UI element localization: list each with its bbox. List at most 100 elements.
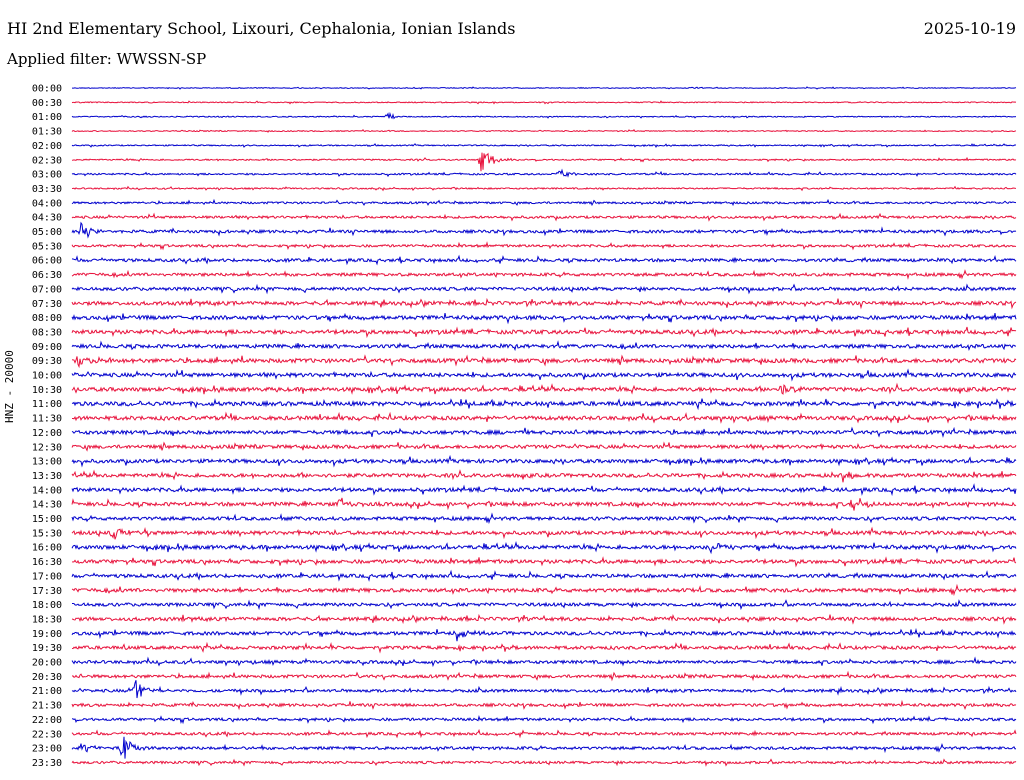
row-time-label: 11:30 <box>32 414 62 425</box>
trace-line-1730 <box>71 583 1017 597</box>
trace-line-0300 <box>71 168 1017 178</box>
row-time-label: 14:00 <box>32 485 62 496</box>
row-time-label: 17:30 <box>32 586 62 597</box>
row-time-label: 08:30 <box>32 327 62 338</box>
row-time-label: 16:00 <box>32 543 62 554</box>
row-time-label: 06:30 <box>32 270 62 281</box>
row-time-label: 07:00 <box>32 284 62 295</box>
trace-line-1700 <box>71 569 1017 582</box>
page-title: HI 2nd Elementary School, Lixouri, Cepha… <box>7 19 516 38</box>
row-time-label: 00:30 <box>32 98 62 109</box>
trace-line-0130 <box>71 128 1017 134</box>
row-time-label: 20:00 <box>32 658 62 669</box>
trace-line-1800 <box>71 599 1017 611</box>
trace-line-0330 <box>71 185 1017 192</box>
row-time-label: 22:30 <box>32 729 62 740</box>
trace-line-0430 <box>71 212 1017 222</box>
trace-line-1500 <box>71 512 1017 525</box>
trace-line-0830 <box>71 326 1017 339</box>
trace-line-1100 <box>71 398 1017 411</box>
trace-line-0030 <box>71 100 1017 105</box>
trace-line-1830 <box>71 613 1017 625</box>
trace-line-1600 <box>71 540 1017 555</box>
row-time-label: 03:00 <box>32 170 62 181</box>
row-time-label: 23:30 <box>32 758 62 769</box>
row-time-label: 09:30 <box>32 356 62 367</box>
row-time-label: 01:00 <box>32 112 62 123</box>
trace-line-0230 <box>71 152 1017 172</box>
trace-line-1400 <box>71 483 1017 497</box>
row-time-label: 09:00 <box>32 342 62 353</box>
row-time-label: 10:30 <box>32 385 62 396</box>
row-time-label: 06:00 <box>32 256 62 267</box>
trace-line-0600 <box>71 254 1017 266</box>
row-time-label: 13:30 <box>32 471 62 482</box>
row-time-label: 07:30 <box>32 299 62 310</box>
row-time-label: 05:30 <box>32 241 62 252</box>
trace-line-1630 <box>71 556 1017 568</box>
row-time-label: 12:30 <box>32 442 62 453</box>
trace-line-2300 <box>71 736 1017 759</box>
row-time-label: 15:00 <box>32 514 62 525</box>
row-time-label: 03:30 <box>32 184 62 195</box>
row-time-label: 15:30 <box>32 528 62 539</box>
trace-line-0700 <box>71 283 1017 295</box>
row-time-label: 08:00 <box>32 313 62 324</box>
row-time-label: 18:30 <box>32 614 62 625</box>
trace-line-0000 <box>71 86 1017 90</box>
row-time-label: 01:30 <box>32 127 62 138</box>
row-time-label: 21:30 <box>32 701 62 712</box>
row-time-label: 19:30 <box>32 643 62 654</box>
trace-line-1130 <box>71 411 1017 424</box>
trace-line-0200 <box>71 143 1017 148</box>
trace-line-1900 <box>71 627 1017 642</box>
row-time-label: 20:30 <box>32 672 62 683</box>
trace-line-1200 <box>71 426 1017 438</box>
trace-line-1930 <box>71 641 1017 654</box>
row-time-label: 19:00 <box>32 629 62 640</box>
trace-line-2330 <box>71 758 1017 767</box>
row-time-label: 04:30 <box>32 213 62 224</box>
trace-line-0530 <box>71 241 1017 251</box>
trace-line-0400 <box>71 198 1017 207</box>
trace-line-1300 <box>71 454 1017 468</box>
trace-line-2130 <box>71 699 1017 711</box>
filter-label: Applied filter: WWSSN-SP <box>7 50 207 68</box>
row-time-label: 12:00 <box>32 428 62 439</box>
row-time-label: 21:00 <box>32 686 62 697</box>
row-time-label: 18:00 <box>32 600 62 611</box>
trace-line-0500 <box>71 221 1017 239</box>
row-time-label: 05:00 <box>32 227 62 238</box>
row-time-label: 00:00 <box>32 84 62 95</box>
trace-line-2030 <box>71 670 1017 682</box>
row-time-label: 02:00 <box>32 141 62 152</box>
trace-line-1530 <box>71 526 1017 540</box>
row-time-label: 22:00 <box>32 715 62 726</box>
trace-line-0630 <box>71 269 1017 280</box>
row-time-label: 04:00 <box>32 198 62 209</box>
trace-line-0930 <box>71 354 1017 369</box>
trace-line-1000 <box>71 368 1017 382</box>
trace-line-2200 <box>71 715 1017 725</box>
row-time-label: 23:00 <box>32 744 62 755</box>
trace-line-2000 <box>71 656 1017 668</box>
row-time-label: 16:30 <box>32 557 62 568</box>
row-time-label: 10:00 <box>32 371 62 382</box>
row-time-label: 02:30 <box>32 155 62 166</box>
row-time-label: 11:00 <box>32 399 62 410</box>
trace-line-1430 <box>71 497 1017 511</box>
trace-line-0900 <box>71 340 1017 352</box>
row-time-label: 14:30 <box>32 500 62 511</box>
date-label: 2025-10-19 <box>923 19 1016 38</box>
trace-line-2230 <box>71 728 1017 739</box>
trace-line-0800 <box>71 312 1017 325</box>
trace-line-1230 <box>71 441 1017 452</box>
row-time-label: 17:00 <box>32 571 62 582</box>
trace-line-1330 <box>71 469 1017 483</box>
trace-line-0100 <box>71 111 1017 120</box>
trace-line-2100 <box>71 680 1017 699</box>
row-time-label: 13:00 <box>32 457 62 468</box>
trace-line-0730 <box>71 297 1017 310</box>
trace-line-1030 <box>71 382 1017 395</box>
